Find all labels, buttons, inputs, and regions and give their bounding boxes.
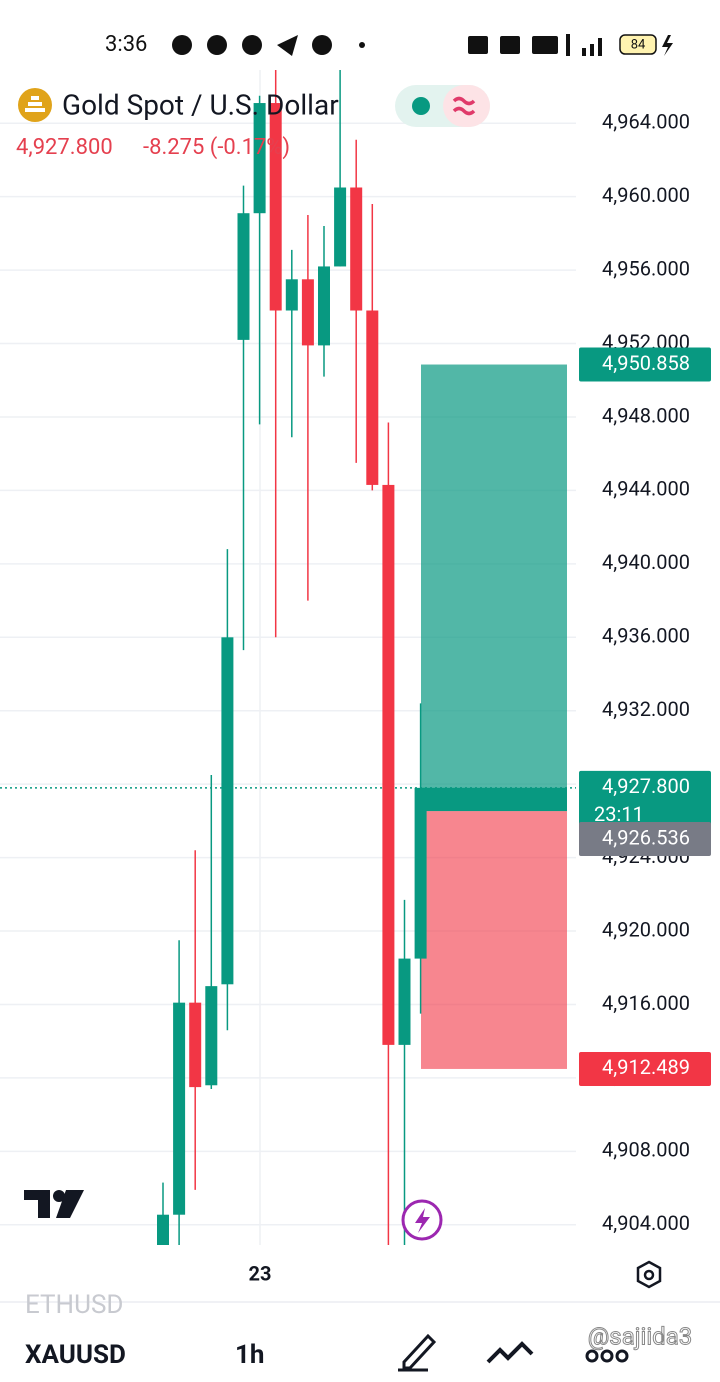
entry-tag-label: 4,926.536 [602, 825, 690, 849]
y-tick-label: 4,948.000 [602, 403, 690, 427]
y-tick-label: 4,944.000 [602, 477, 690, 501]
symbol-title: Gold Spot / U.S. Dollar [62, 88, 339, 121]
battery-level: 84 [631, 37, 646, 52]
profit-zone [421, 364, 567, 812]
candle-body [189, 1002, 202, 1088]
grid [0, 122, 576, 1226]
y-tick-label: 4,904.000 [602, 1211, 690, 1235]
battery [619, 34, 657, 55]
settings-icon-center [643, 1269, 655, 1281]
y-tick-label: 4,916.000 [602, 991, 690, 1015]
more-button[interactable] [585, 1349, 629, 1363]
settings-button[interactable] [636, 1260, 662, 1289]
candle-body [366, 310, 379, 485]
candles [157, 70, 427, 1245]
candle-body [350, 187, 363, 311]
position-zones [0, 364, 576, 1069]
candle-body [414, 787, 427, 959]
candle-body [285, 279, 298, 311]
last-price-tag [579, 770, 711, 833]
candle-body [301, 279, 314, 346]
candle-body [205, 986, 218, 1086]
price-axis: 4,904.0004,908.0004,912.0004,916.0004,92… [579, 110, 711, 1235]
charging-icon [662, 35, 673, 56]
header-price: 4,927.800 [16, 135, 113, 160]
entry-tag [579, 822, 711, 857]
candle-body [318, 266, 330, 346]
candle-body [173, 1002, 186, 1215]
candle-body [334, 187, 347, 267]
candle-body [269, 103, 282, 311]
drawing-button[interactable] [398, 1333, 437, 1372]
candle-body [221, 637, 234, 985]
take-profit-tag [579, 347, 711, 382]
y-tick-label: 4,964.000 [602, 110, 690, 134]
y-tick-label: 4,956.000 [602, 256, 690, 280]
x-tick-label: 23 [249, 1261, 272, 1285]
symbol-icon-bars [25, 96, 45, 112]
symbol[interactable]: XAUUSD [25, 1340, 126, 1370]
loss-zone [421, 811, 567, 1069]
interval[interactable]: 1h [235, 1340, 264, 1370]
indicators-button[interactable] [486, 1341, 534, 1364]
y-tick-label: 4,932.000 [602, 697, 690, 721]
y-tick-label: 4,936.000 [602, 624, 690, 648]
y-tick-label: 4,940.000 [602, 550, 690, 574]
open-profit [421, 787, 567, 812]
last-price-tag-label: 4,927.800 [602, 774, 690, 798]
candle-body [253, 103, 266, 214]
take-profit-tag-label: 4,950.858 [602, 351, 690, 375]
status-icons [172, 34, 602, 56]
y-tick-label: 4,908.000 [602, 1138, 690, 1162]
y-tick-label: 4,920.000 [602, 917, 690, 941]
status-time: 3:36 [105, 32, 147, 57]
previous-symbol[interactable]: ETHUSD [25, 1290, 123, 1320]
status-pill-right [443, 85, 490, 127]
header-change: -8.275 (-0.17%) [143, 135, 290, 160]
candle-body [237, 213, 250, 340]
tradingview-logo [24, 1190, 84, 1218]
candle-body [398, 958, 411, 1045]
lightning-icon [415, 1208, 430, 1233]
candle-body [157, 1214, 169, 1245]
y-tick-label: 4,960.000 [602, 183, 690, 207]
watermark: @sajiida3 [588, 1322, 692, 1350]
candle-body [382, 484, 395, 1045]
delayed-icon [452, 96, 476, 116]
stop-loss-tag-label: 4,912.489 [602, 1055, 690, 1079]
stop-loss-tag [579, 1051, 711, 1086]
market-open-dot [412, 97, 430, 115]
